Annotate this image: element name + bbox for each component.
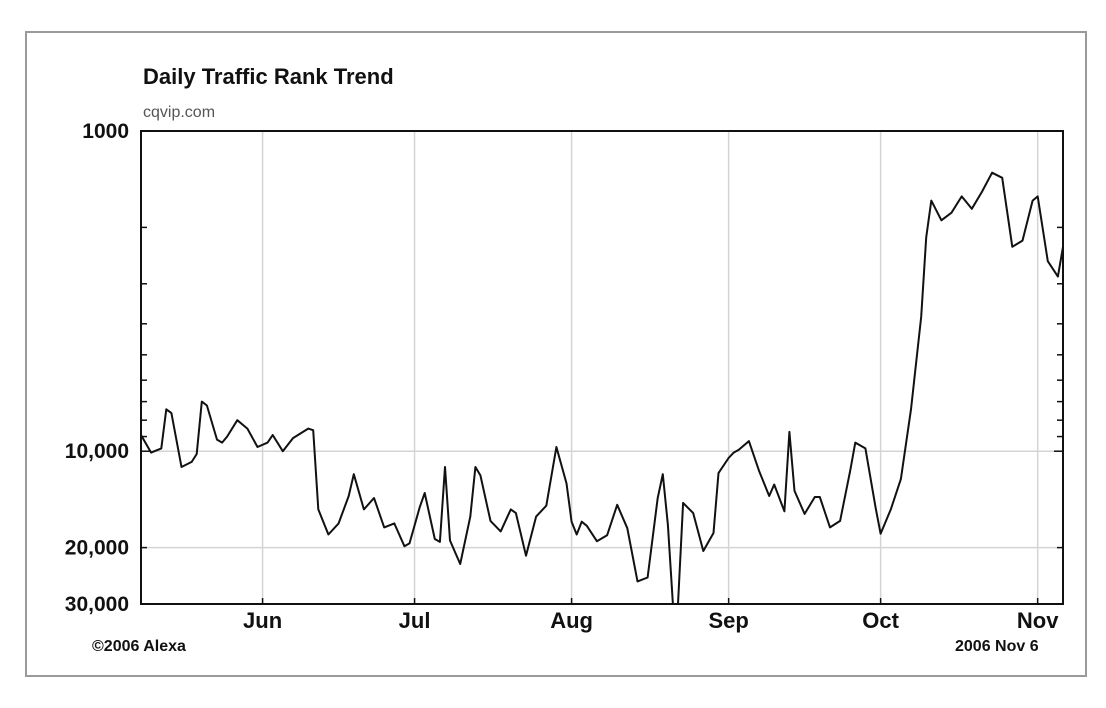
- x-tick-label: Jul: [399, 608, 431, 633]
- y-tick-label: 30,000: [65, 593, 129, 616]
- plot-area-border: [140, 130, 1064, 605]
- x-tick-label: Oct: [862, 608, 899, 633]
- copyright-text: ©2006 Alexa: [92, 638, 186, 655]
- x-tick-label: Sep: [708, 608, 748, 633]
- x-tick-label: Aug: [550, 608, 593, 633]
- chart-title: Daily Traffic Rank Trend: [143, 64, 394, 89]
- rank-trend-line: [140, 171, 1064, 605]
- y-tick-label: 20,000: [65, 537, 129, 560]
- chart-date: 2006 Nov 6: [955, 638, 1039, 655]
- x-tick-label: Nov: [1017, 608, 1059, 633]
- y-tick-label: 1000: [82, 120, 129, 143]
- y-tick-label: 10,000: [65, 440, 129, 463]
- chart-frame: [25, 31, 1087, 677]
- x-tick-label: Jun: [243, 608, 282, 633]
- chart-subtitle: cqvip.com: [143, 104, 216, 121]
